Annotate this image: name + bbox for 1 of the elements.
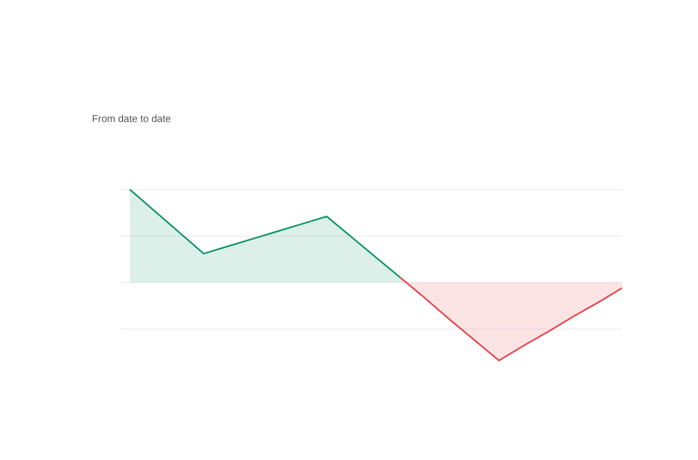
text: From date to date <box>92 114 172 125</box>
